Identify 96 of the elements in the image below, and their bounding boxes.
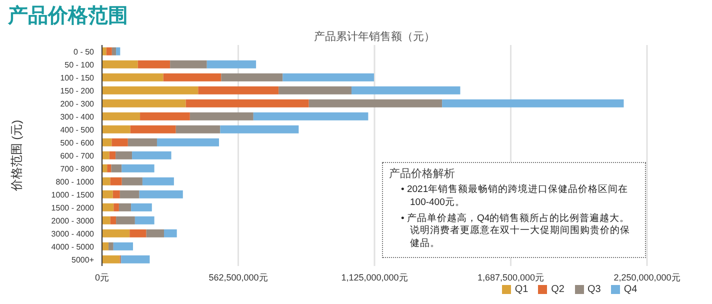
bar (206, 60, 256, 68)
bar (139, 190, 183, 198)
x-tick-label: 2,250,000,000元 (614, 272, 680, 282)
bar (186, 99, 309, 108)
bar (110, 177, 122, 186)
bar (112, 47, 116, 56)
bar (102, 60, 138, 68)
bar (116, 151, 132, 160)
bar (121, 255, 150, 264)
bar (112, 138, 128, 146)
y-tick-label: 500 - 600 (60, 138, 95, 148)
y-tick-label: 2000 - 3000 (51, 216, 95, 226)
y-tick-label: 5000+ (72, 255, 94, 264)
bar (190, 112, 254, 120)
y-tick-label: 3000 - 4000 (51, 229, 95, 238)
legend-label: Q3 (588, 284, 601, 295)
bar (140, 112, 190, 120)
bar (108, 242, 114, 250)
bar (102, 229, 130, 238)
bar (107, 164, 112, 172)
y-tick-label: 100 - 150 (60, 73, 95, 82)
x-tick-label: 1,125,000,000元 (341, 272, 408, 282)
legend-label: Q2 (551, 284, 564, 295)
bar (130, 229, 146, 238)
bar (102, 242, 109, 250)
bar (282, 73, 374, 82)
y-tick-label: 1500 - 2000 (51, 203, 95, 212)
bar (102, 255, 120, 264)
y-tick-label: 700 - 800 (60, 164, 95, 174)
bar (116, 216, 135, 224)
bar (156, 138, 219, 146)
y-tick-label: 50 - 100 (64, 60, 95, 70)
bar (102, 203, 114, 212)
bar (142, 177, 174, 186)
bar (102, 151, 110, 160)
bar (221, 73, 283, 82)
annotation: • 2021年销售额最畅销的跨境进口保健品价格区间在100-400元。 (401, 184, 630, 210)
y-tick-label: 1000 - 1500 (51, 190, 95, 200)
bar (442, 99, 624, 108)
bar (170, 60, 207, 68)
bar (110, 216, 116, 224)
y-tick-label: 200 - 300 (60, 99, 95, 108)
y-axis-title: 价格范围 (元) (9, 120, 24, 192)
bar (131, 203, 152, 212)
y-tick-label: 800 - 1000 (56, 177, 95, 186)
bar (122, 177, 142, 186)
bar (102, 112, 140, 120)
chart-title: 产品价格范围 (8, 4, 128, 29)
bar (122, 164, 154, 172)
bar (102, 47, 106, 56)
bar (102, 138, 112, 146)
bar (134, 216, 154, 224)
y-tick-label: 150 - 200 (60, 86, 95, 96)
bar (102, 73, 164, 82)
bar (118, 203, 132, 212)
bar (132, 151, 172, 160)
bar (138, 60, 170, 68)
bar (120, 190, 140, 198)
bar (112, 190, 120, 198)
bar (130, 125, 176, 134)
bar (102, 216, 110, 224)
bar (111, 164, 122, 172)
bar (109, 151, 116, 160)
x-tick-label: 1,687,500,000元 (477, 272, 544, 282)
bar (278, 86, 352, 94)
bar (106, 47, 112, 56)
bar (351, 86, 460, 94)
bar (102, 177, 110, 186)
bar (198, 86, 279, 94)
bar (146, 229, 164, 238)
legend-label: Q4 (624, 284, 638, 295)
legend-label: Q1 (514, 284, 528, 295)
y-tick-label: 400 - 500 (60, 125, 95, 134)
bar (253, 112, 368, 120)
y-tick-label: 0 - 50 (74, 47, 95, 56)
bar (308, 99, 442, 108)
y-tick-label: 4000 - 5000 (51, 242, 95, 252)
annotation: • 产品单价越高，Q4的销售额所占的比例普遍越大。说明消费者更愿意在双十一大促期间围购贵价的保健品。 (401, 212, 631, 252)
bar (164, 229, 177, 238)
bar (102, 190, 113, 198)
y-tick-label: 600 - 700 (60, 151, 95, 160)
bar (102, 99, 186, 108)
bar (102, 125, 130, 134)
annotation: 产品价格解析 (389, 166, 456, 181)
bar (163, 73, 222, 82)
chart-subtitle: 产品累计年销售额（元） (313, 30, 436, 44)
bar (116, 47, 120, 56)
bar (176, 125, 220, 134)
y-tick-label: 300 - 400 (60, 112, 95, 122)
bar (220, 125, 299, 134)
bar (114, 203, 119, 212)
x-tick-label: 0元 (94, 272, 110, 282)
bar (102, 86, 198, 94)
bar (113, 242, 134, 250)
x-tick-label: 562,500,000元 (208, 272, 268, 282)
bar (128, 138, 157, 146)
